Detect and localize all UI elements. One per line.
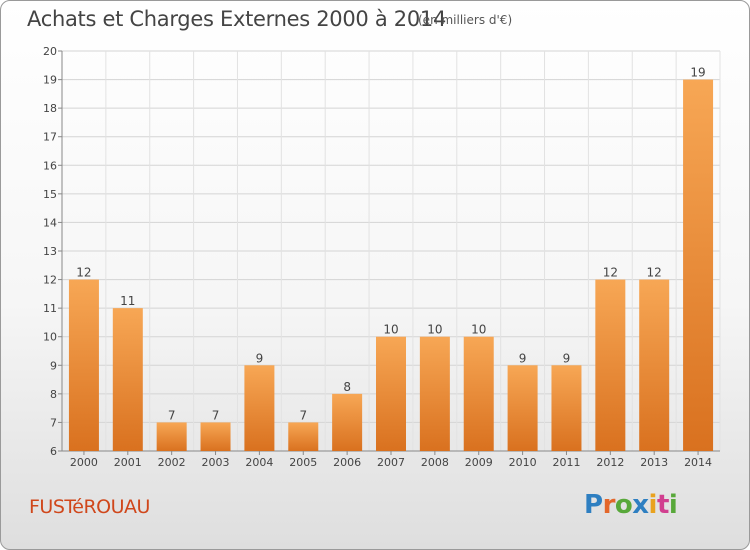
x-tick-label: 2008: [421, 456, 449, 469]
bars: [68, 79, 714, 452]
data-label-2007: 10: [383, 323, 398, 337]
chart-unit: (en milliers d'€): [418, 13, 513, 27]
bar-2006: [332, 393, 363, 451]
x-tick-label: 2006: [333, 456, 361, 469]
x-tick-label: 2010: [509, 456, 537, 469]
y-tick-label: 17: [43, 131, 57, 144]
data-label-2008: 10: [427, 323, 442, 337]
y-tick-label: 18: [43, 102, 57, 115]
x-tick-label: 2013: [640, 456, 668, 469]
bar-2003: [200, 422, 231, 451]
bar-2000: [68, 279, 99, 451]
data-label-2010: 9: [519, 351, 527, 365]
y-tick-label: 7: [50, 416, 57, 429]
x-tick-label: 2002: [158, 456, 186, 469]
data-label-2004: 9: [256, 351, 264, 365]
x-tick-label: 2004: [245, 456, 273, 469]
x-tick-label: 2005: [289, 456, 317, 469]
bar-2005: [288, 422, 319, 451]
x-tick-label: 2001: [114, 456, 142, 469]
proxiti-logo: Proxiti: [584, 490, 678, 520]
x-tick-label: 2003: [202, 456, 230, 469]
x-tick-label: 2009: [465, 456, 493, 469]
data-label-2003: 7: [212, 408, 220, 422]
bar-2013: [639, 279, 670, 451]
bar-2010: [507, 365, 538, 451]
data-label-2011: 9: [563, 351, 571, 365]
y-tick-label: 16: [43, 159, 57, 172]
x-tick-label: 2000: [70, 456, 98, 469]
y-tick-label: 19: [43, 74, 57, 87]
bar-2008: [419, 336, 450, 451]
data-label-2000: 12: [76, 266, 91, 280]
data-labels: 12 11 7 7 9 7 8 10 10 10 9 9 12 12 19: [76, 66, 705, 423]
data-label-2014: 19: [690, 66, 705, 80]
data-label-2005: 7: [299, 408, 307, 422]
x-tick-label: 2011: [552, 456, 580, 469]
data-label-2006: 8: [343, 380, 351, 394]
bar-2004: [244, 365, 275, 451]
bar-2011: [551, 365, 582, 451]
bar-2001: [112, 308, 143, 451]
x-tick-label: 2012: [596, 456, 624, 469]
y-tick-label: 8: [50, 388, 57, 401]
y-tick-label: 10: [43, 331, 57, 344]
y-tick-label: 9: [50, 359, 57, 372]
y-tick-label: 6: [50, 445, 57, 458]
y-tick-label: 13: [43, 245, 57, 258]
data-label-2001: 11: [120, 294, 135, 308]
data-label-2012: 12: [603, 266, 618, 280]
bar-2014: [683, 79, 714, 452]
y-tick-label: 11: [43, 302, 57, 315]
bar-2002: [156, 422, 187, 451]
y-tick-label: 15: [43, 188, 57, 201]
bar-2007: [376, 336, 406, 451]
data-label-2009: 10: [471, 323, 486, 337]
bar-2009: [463, 336, 494, 451]
y-tick-label: 12: [43, 274, 57, 287]
data-label-2013: 12: [647, 266, 662, 280]
commune-name: FUSTéROUAU: [29, 496, 150, 518]
x-tick-label: 2007: [377, 456, 405, 469]
bar-2012: [595, 279, 626, 451]
data-label-2002: 7: [168, 408, 176, 422]
axes: 6 7 8 9 10 11 12 13 14 15 16 17 18 19 20 2000 2001 2002 20…: [43, 45, 720, 469]
y-tick-label: 14: [43, 216, 57, 229]
y-tick-label: 20: [43, 45, 57, 58]
x-tick-label: 2014: [684, 456, 712, 469]
chart-title: Achats et Charges Externes 2000 à 2014: [27, 7, 447, 31]
